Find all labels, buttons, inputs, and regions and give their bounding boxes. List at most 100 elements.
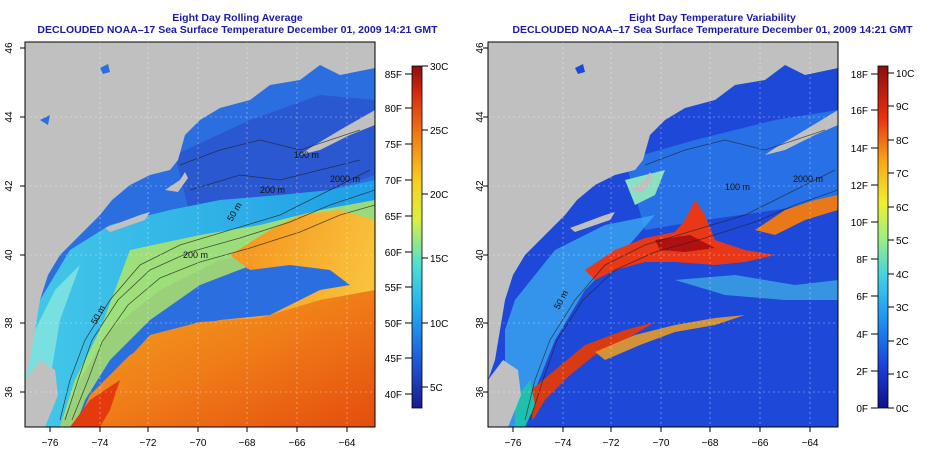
lat-tick-label: 46 bbox=[4, 42, 15, 54]
fahrenheit-tick: 16F bbox=[851, 106, 868, 117]
secondary-front bbox=[755, 195, 838, 235]
variability-map-subtitle: DECLOUDED NOAA–17 Sea Surface Temperatur… bbox=[512, 24, 913, 36]
map-frame bbox=[487, 41, 839, 428]
lon-tick-label: −68 bbox=[239, 438, 256, 449]
fahrenheit-tick: 50F bbox=[385, 319, 402, 330]
contour-label: 2000 m bbox=[793, 174, 823, 184]
contour-label: 2000 m bbox=[330, 174, 360, 184]
lat-lon-grid bbox=[25, 42, 375, 427]
celsius-tick: 3C bbox=[896, 303, 909, 314]
celsius-tick: 1C bbox=[896, 370, 909, 381]
celsius-tick: 4C bbox=[896, 270, 909, 281]
fahrenheit-tick: 0F bbox=[856, 404, 868, 415]
lat-tick-label: 40 bbox=[4, 249, 15, 261]
celsius-tick: 25C bbox=[430, 126, 448, 137]
long-island bbox=[570, 212, 615, 232]
lat-tick-label: 44 bbox=[475, 111, 486, 123]
celsius-tick: 20C bbox=[430, 190, 448, 201]
lon-tick-label: −76 bbox=[42, 438, 59, 449]
lon-tick-label: −74 bbox=[92, 438, 109, 449]
sst-average-panel: Eight Day Rolling Average DECLOUDED NOAA… bbox=[4, 12, 448, 449]
shelf-variability bbox=[505, 215, 655, 427]
celsius-tick: 5C bbox=[430, 383, 443, 394]
lon-tick-label: −70 bbox=[653, 438, 670, 449]
fahrenheit-tick: 45F bbox=[385, 354, 402, 365]
lon-tick-label: −72 bbox=[603, 438, 620, 449]
contour-label: 200 m bbox=[183, 250, 208, 260]
lat-tick-label: 40 bbox=[475, 249, 486, 261]
celsius-tick: 2C bbox=[896, 337, 909, 348]
long-island bbox=[105, 212, 150, 232]
lon-tick-label: −74 bbox=[555, 438, 572, 449]
fahrenheit-tick: 2F bbox=[856, 367, 868, 378]
celsius-tick: 0C bbox=[896, 404, 909, 415]
lat-tick-label: 44 bbox=[4, 111, 15, 123]
lon-tick-label: −68 bbox=[702, 438, 719, 449]
variability-colorbar bbox=[877, 65, 889, 409]
celsius-tick: 15C bbox=[430, 254, 448, 265]
lon-tick-label: −66 bbox=[752, 438, 769, 449]
celsius-tick: 8C bbox=[896, 136, 909, 147]
lat-tick-label: 46 bbox=[475, 42, 486, 54]
sst-colorbar bbox=[411, 65, 423, 409]
lat-tick-label: 42 bbox=[475, 180, 486, 192]
cape-cod bbox=[630, 172, 653, 192]
map-frame bbox=[24, 41, 376, 428]
lon-tick-label: −64 bbox=[802, 438, 819, 449]
gulf-stream-front bbox=[525, 322, 655, 420]
sst-variability-panel: Eight Day Temperature Variability DECLOU… bbox=[475, 0, 950, 475]
land-mass bbox=[488, 42, 838, 380]
lat-tick-label: 38 bbox=[4, 317, 15, 329]
fahrenheit-tick: 10F bbox=[851, 218, 868, 229]
fahrenheit-tick: 85F bbox=[385, 70, 402, 81]
fahrenheit-tick: 65F bbox=[385, 212, 402, 223]
variability-map-svg: 100 m 2000 m 50 m −76 −74 −72 −70 −68 −6… bbox=[475, 41, 914, 449]
fahrenheit-tick: 12F bbox=[851, 181, 868, 192]
contour-label: 100 m bbox=[725, 182, 750, 192]
contour-label: 200 m bbox=[260, 185, 285, 195]
lon-tick-label: −64 bbox=[339, 438, 356, 449]
lat-tick-label: 38 bbox=[475, 317, 486, 329]
variability-map-title: Eight Day Temperature Variability bbox=[629, 12, 796, 24]
contour-label: 100 m bbox=[294, 150, 319, 160]
gulf-of-maine-variability bbox=[625, 110, 838, 230]
fahrenheit-tick: 40F bbox=[385, 390, 402, 401]
fahrenheit-tick: 6F bbox=[856, 292, 868, 303]
gulf-stream bbox=[75, 290, 375, 427]
fahrenheit-tick: 18F bbox=[851, 70, 868, 81]
slope-variability bbox=[675, 275, 838, 300]
fahrenheit-tick: 4F bbox=[856, 330, 868, 341]
fahrenheit-tick: 14F bbox=[851, 144, 868, 155]
lake bbox=[100, 64, 110, 74]
fahrenheit-tick: 55F bbox=[385, 283, 402, 294]
gulf-of-maine-water bbox=[175, 95, 375, 215]
lake bbox=[575, 64, 585, 74]
lon-tick-label: −76 bbox=[505, 438, 522, 449]
fahrenheit-tick: 70F bbox=[385, 176, 402, 187]
gulf-stream-core bbox=[70, 380, 120, 427]
average-map-subtitle: DECLOUDED NOAA–17 Sea Surface Temperatur… bbox=[37, 24, 438, 36]
fahrenheit-tick: 80F bbox=[385, 104, 402, 115]
celsius-tick: 10C bbox=[896, 69, 914, 80]
cape-cod bbox=[165, 172, 188, 192]
gulf-stream-edge bbox=[595, 315, 745, 360]
celsius-tick: 5C bbox=[896, 236, 909, 247]
delmarva-land bbox=[488, 360, 521, 427]
slope-water bbox=[60, 200, 375, 427]
fahrenheit-tick: 8F bbox=[856, 255, 868, 266]
lat-tick-label: 42 bbox=[4, 180, 15, 192]
average-map-title: Eight Day Rolling Average bbox=[172, 12, 303, 24]
land-mass bbox=[25, 42, 375, 380]
lat-tick-label: 36 bbox=[475, 386, 486, 398]
celsius-tick: 10C bbox=[430, 319, 448, 330]
fahrenheit-tick: 75F bbox=[385, 140, 402, 151]
lon-tick-label: −66 bbox=[289, 438, 306, 449]
lon-tick-label: −70 bbox=[190, 438, 207, 449]
lat-tick-label: 36 bbox=[4, 386, 15, 398]
celsius-tick: 9C bbox=[896, 102, 909, 113]
lon-tick-label: −72 bbox=[140, 438, 157, 449]
average-map-svg: 100 m 2000 m 200 m 50 m 200 m 50 m −76 −… bbox=[4, 41, 448, 449]
lat-lon-grid bbox=[488, 42, 838, 427]
celsius-tick: 6C bbox=[896, 203, 909, 214]
lake bbox=[40, 115, 50, 125]
